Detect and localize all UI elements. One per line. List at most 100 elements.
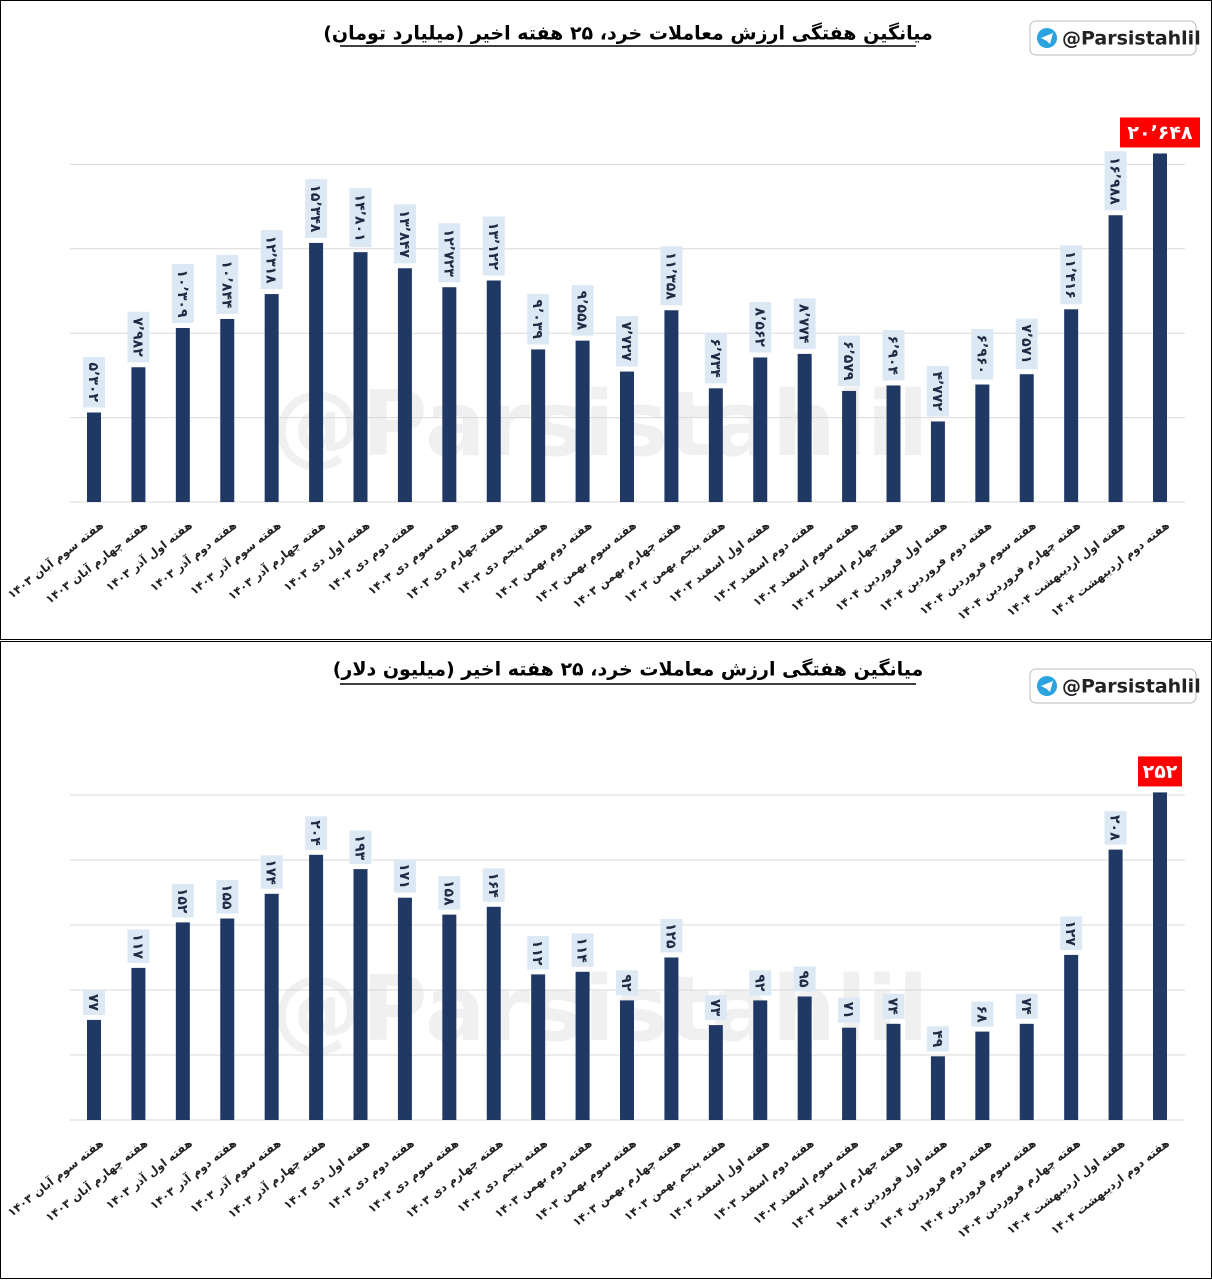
value-label-group: ۲۰۸ [1104, 811, 1127, 845]
bar [1108, 215, 1123, 502]
bar [930, 1056, 945, 1120]
bar [797, 353, 812, 502]
bar [309, 854, 324, 1120]
bar [309, 242, 324, 502]
value-label: ۱۷۴ [263, 859, 279, 885]
value-label-box [660, 246, 683, 306]
value-label-group: ۶٬۷۳۴ [704, 332, 727, 384]
bar [442, 287, 457, 502]
value-label: ۱۶٬۹۸۸ [1107, 157, 1123, 205]
value-label: ۲۰۴ [307, 820, 323, 846]
bar [1153, 792, 1167, 1120]
value-label: ۴٬۷۷۲ [929, 371, 945, 411]
value-label: ۱۲۵ [662, 923, 678, 949]
value-label-box [216, 254, 239, 314]
value-label-box [260, 230, 283, 290]
value-label: ۱۳٬۱۲۲ [485, 222, 501, 270]
value-label-group: ۲۵۲ [1138, 756, 1182, 787]
bar [708, 388, 723, 502]
bar [486, 280, 501, 502]
bar [353, 252, 368, 502]
value-label-group: ۱۳٬۱۲۲ [482, 216, 505, 276]
bar [531, 349, 546, 502]
value-label-box [571, 933, 594, 967]
bar [1108, 849, 1123, 1120]
value-label: ۹٬۰۳۹ [529, 299, 545, 339]
value-label-group: ۱۳٬۸۴۷ [393, 204, 416, 264]
value-label-box [83, 357, 105, 408]
badge-box [1029, 20, 1197, 56]
value-label-box [393, 859, 416, 893]
bar [1064, 309, 1079, 502]
bar [753, 1000, 768, 1120]
value-label-group: ۱۱۲ [527, 935, 550, 970]
value-label: ۱۱۷ [129, 933, 145, 959]
value-label-box [616, 316, 638, 367]
value-label-group: ۱۵۵ [216, 880, 239, 914]
bar [1064, 954, 1079, 1120]
bar [930, 421, 945, 502]
value-label-box [838, 997, 861, 1023]
value-label-box [83, 989, 105, 1015]
value-label: ۷۴ [885, 998, 901, 1016]
value-label: ۱۲٬۳۱۸ [263, 236, 279, 284]
value-label-box [971, 329, 994, 380]
value-label-box [127, 311, 150, 363]
value-label-box [571, 285, 594, 336]
value-label: ۹۲ [751, 974, 767, 992]
value-label: ۴۹ [929, 1030, 945, 1048]
value-label-box [127, 929, 150, 963]
value-label-group: ۷۱ [838, 997, 861, 1023]
value-label-box [482, 216, 505, 276]
telegram-plane [1041, 33, 1053, 44]
value-label-box [349, 830, 372, 865]
bar [575, 971, 590, 1120]
value-label: ۱۵۵ [218, 884, 234, 910]
value-label: ۱۰٬۳۰۹ [174, 269, 190, 317]
value-label-box [305, 178, 328, 238]
value-label-box [482, 868, 505, 902]
bar [620, 371, 634, 502]
value-label: ۹۲ [618, 974, 634, 992]
value-label-box [305, 816, 328, 850]
value-label-group: ۱۲۵ [660, 919, 683, 953]
value-label-group: ۱۰٬۸۴۴ [216, 254, 239, 314]
value-label-group: ۹۲ [616, 970, 638, 996]
bar [842, 390, 857, 502]
value-label: ۲۵۲ [1143, 761, 1178, 783]
bar [264, 294, 279, 502]
value-label-group: ۱۱٬۴۱۶ [1060, 245, 1083, 305]
value-label-box [1060, 245, 1083, 305]
value-label-group: ۲۰۴ [305, 816, 328, 850]
value-label: ۸٬۷۷۴ [796, 304, 812, 344]
value-label-group: ۹٬۰۳۹ [527, 293, 550, 345]
value-label-group: ۸٬۵۶۲ [749, 301, 772, 353]
panel [0, 641, 1212, 1279]
bar [975, 1031, 990, 1120]
bar [353, 869, 368, 1120]
value-label-group: ۹۲ [749, 970, 772, 996]
value-label-group: ۱۲٬۷۲۳ [438, 223, 461, 283]
value-label: ۵٬۳۰۲ [85, 363, 101, 403]
value-label: ۶۸ [973, 1006, 989, 1024]
value-label-box [749, 970, 772, 996]
value-label-box [660, 919, 683, 953]
badge-box [1029, 668, 1197, 704]
value-label-group: ۷٬۷۲۷ [616, 316, 638, 367]
value-label-box [1060, 916, 1083, 950]
value-label: ۶٬۹۶۰ [973, 335, 989, 375]
bar [220, 918, 235, 1120]
value-label: ۱۰٬۸۴۴ [218, 260, 234, 308]
telegram-plane [1041, 681, 1053, 692]
bar [175, 327, 190, 502]
bar [264, 893, 279, 1120]
value-label-group: ۸٬۷۷۴ [793, 298, 816, 349]
value-label: ۷۱ [840, 1002, 856, 1019]
value-label-box [260, 855, 283, 889]
bar [797, 996, 812, 1120]
watermark: @Parsistahlil [271, 957, 928, 1062]
value-label-group: ۱۵۸ [438, 876, 461, 910]
bar [175, 922, 190, 1120]
value-label-box [793, 298, 816, 349]
